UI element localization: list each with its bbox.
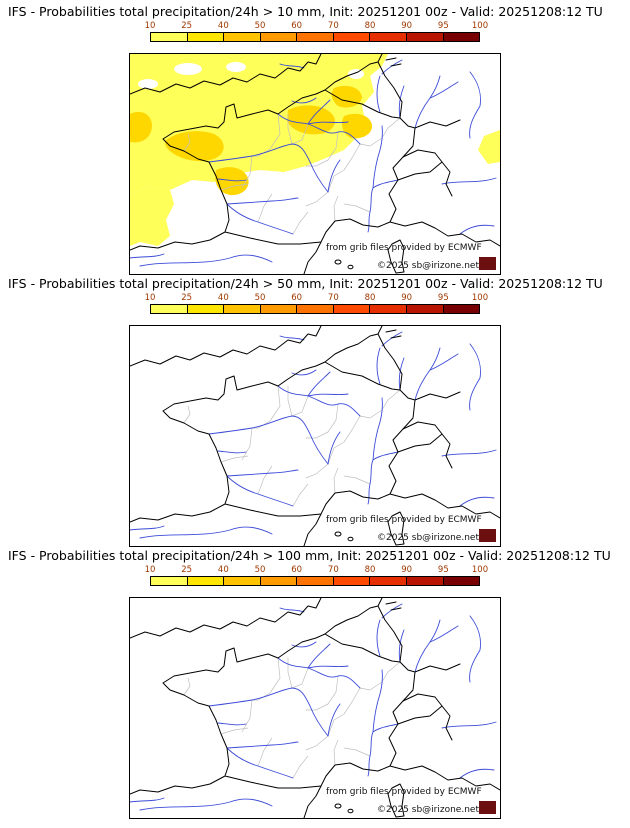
coastlines-borders (129, 597, 501, 819)
colorbar-segment (442, 577, 480, 585)
colorbar-tick-labels: 10 25 40 50 60 70 80 90 95 100 (145, 293, 489, 303)
colorbar-tick-label: 90 (401, 293, 413, 303)
rivers (129, 59, 497, 267)
map-precip-gt-10mm: from grib files provided by ECMWF ©2025 … (129, 53, 501, 275)
colorbar-tick-label: 40 (217, 293, 229, 303)
colorbar-tick-label: 10 (144, 293, 156, 303)
colorbar-segment (442, 305, 480, 313)
colorbar-tick-label: 10 (144, 565, 156, 575)
colorbar-tick-label: 80 (364, 565, 376, 575)
colorbar-tick-label: 50 (254, 21, 266, 31)
rivers (129, 331, 497, 539)
probability-colorbar: 10 25 40 50 60 70 80 90 95 100 (145, 293, 489, 314)
panel-precip-gt-100mm: IFS - Probabilities total precipitation/… (0, 548, 630, 820)
precip-overlay (130, 54, 500, 246)
logo-box (479, 529, 496, 542)
colorbar-segment (259, 577, 297, 585)
colorbar-tick-labels: 10 25 40 50 60 70 80 90 95 100 (145, 565, 489, 575)
colorbar-tick-label: 95 (437, 21, 449, 31)
colorbar-tick-label: 100 (471, 293, 489, 303)
colorbar-tick-label: 50 (254, 565, 266, 575)
colorbar-tick-label: 80 (364, 21, 376, 31)
colorbar-segment (369, 577, 406, 585)
colorbar-tick-label: 10 (144, 21, 156, 31)
copyright-text: ©2025 sb@irizone.net (377, 533, 479, 543)
colorbar-segment (332, 577, 370, 585)
coastlines-borders (129, 325, 501, 547)
colorbar-tick-label: 90 (401, 21, 413, 31)
colorbar-tick-label: 95 (437, 293, 449, 303)
colorbar-segment (296, 577, 333, 585)
colorbar-gradient (150, 304, 480, 314)
credit-text: from grib files provided by ECMWF (326, 515, 482, 525)
colorbar-segment (296, 305, 333, 313)
colorbar-segment (405, 33, 443, 41)
admin-boundaries (183, 657, 401, 779)
france-map: from grib files provided by ECMWF ©2025 … (129, 597, 501, 819)
colorbar-segment (405, 305, 443, 313)
colorbar-segment (186, 305, 224, 313)
panel-title: IFS - Probabilities total precipitation/… (8, 276, 603, 291)
colorbar-tick-label: 60 (291, 565, 303, 575)
colorbar-tick-label: 70 (327, 293, 339, 303)
panel-precip-gt-10mm: IFS - Probabilities total precipitation/… (0, 4, 630, 276)
colorbar-tick-label: 70 (327, 21, 339, 31)
panel-title: IFS - Probabilities total precipitation/… (8, 4, 603, 19)
colorbar-segment (296, 33, 333, 41)
colorbar-segment (405, 577, 443, 585)
france-map: from grib files provided by ECMWF ©2025 … (129, 53, 501, 275)
colorbar-tick-label: 50 (254, 293, 266, 303)
colorbar-segment (332, 305, 370, 313)
colorbar-tick-labels: 10 25 40 50 60 70 80 90 95 100 (145, 21, 489, 31)
colorbar-tick-label: 70 (327, 565, 339, 575)
colorbar-tick-label: 80 (364, 293, 376, 303)
rivers (129, 603, 497, 811)
logo-box (479, 257, 496, 270)
colorbar-tick-label: 60 (291, 21, 303, 31)
colorbar-segment (223, 33, 260, 41)
colorbar-segment (369, 33, 406, 41)
colorbar-segment (259, 33, 297, 41)
colorbar-tick-label: 60 (291, 293, 303, 303)
colorbar-segment (151, 305, 187, 313)
probability-colorbar: 10 25 40 50 60 70 80 90 95 100 (145, 21, 489, 42)
copyright-text: ©2025 sb@irizone.net (377, 261, 479, 271)
colorbar-tick-label: 100 (471, 565, 489, 575)
credit-text: from grib files provided by ECMWF (326, 243, 482, 253)
panel-precip-gt-50mm: IFS - Probabilities total precipitation/… (0, 276, 630, 548)
colorbar-segment (223, 577, 260, 585)
copyright-text: ©2025 sb@irizone.net (377, 805, 479, 815)
coastlines-borders (129, 53, 501, 275)
admin-boundaries (183, 113, 401, 235)
panel-title: IFS - Probabilities total precipitation/… (8, 548, 611, 563)
colorbar-segment (186, 577, 224, 585)
map-precip-gt-50mm: from grib files provided by ECMWF ©2025 … (129, 325, 501, 547)
colorbar-segment (186, 33, 224, 41)
colorbar-segment (369, 305, 406, 313)
colorbar-gradient (150, 576, 480, 586)
colorbar-segment (151, 33, 187, 41)
colorbar-tick-label: 95 (437, 565, 449, 575)
france-map: from grib files provided by ECMWF ©2025 … (129, 325, 501, 547)
colorbar-tick-label: 90 (401, 565, 413, 575)
map-precip-gt-100mm: from grib files provided by ECMWF ©2025 … (129, 597, 501, 819)
credit-text: from grib files provided by ECMWF (326, 787, 482, 797)
colorbar-tick-label: 25 (181, 293, 193, 303)
colorbar-segment (223, 305, 260, 313)
colorbar-tick-label: 25 (181, 565, 193, 575)
logo-box (479, 801, 496, 814)
colorbar-segment (151, 577, 187, 585)
colorbar-tick-label: 100 (471, 21, 489, 31)
colorbar-tick-label: 25 (181, 21, 193, 31)
colorbar-tick-label: 40 (217, 565, 229, 575)
colorbar-segment (442, 33, 480, 41)
admin-boundaries (183, 385, 401, 507)
colorbar-segment (332, 33, 370, 41)
colorbar-segment (259, 305, 297, 313)
colorbar-tick-label: 40 (217, 21, 229, 31)
probability-colorbar: 10 25 40 50 60 70 80 90 95 100 (145, 565, 489, 586)
colorbar-gradient (150, 32, 480, 42)
